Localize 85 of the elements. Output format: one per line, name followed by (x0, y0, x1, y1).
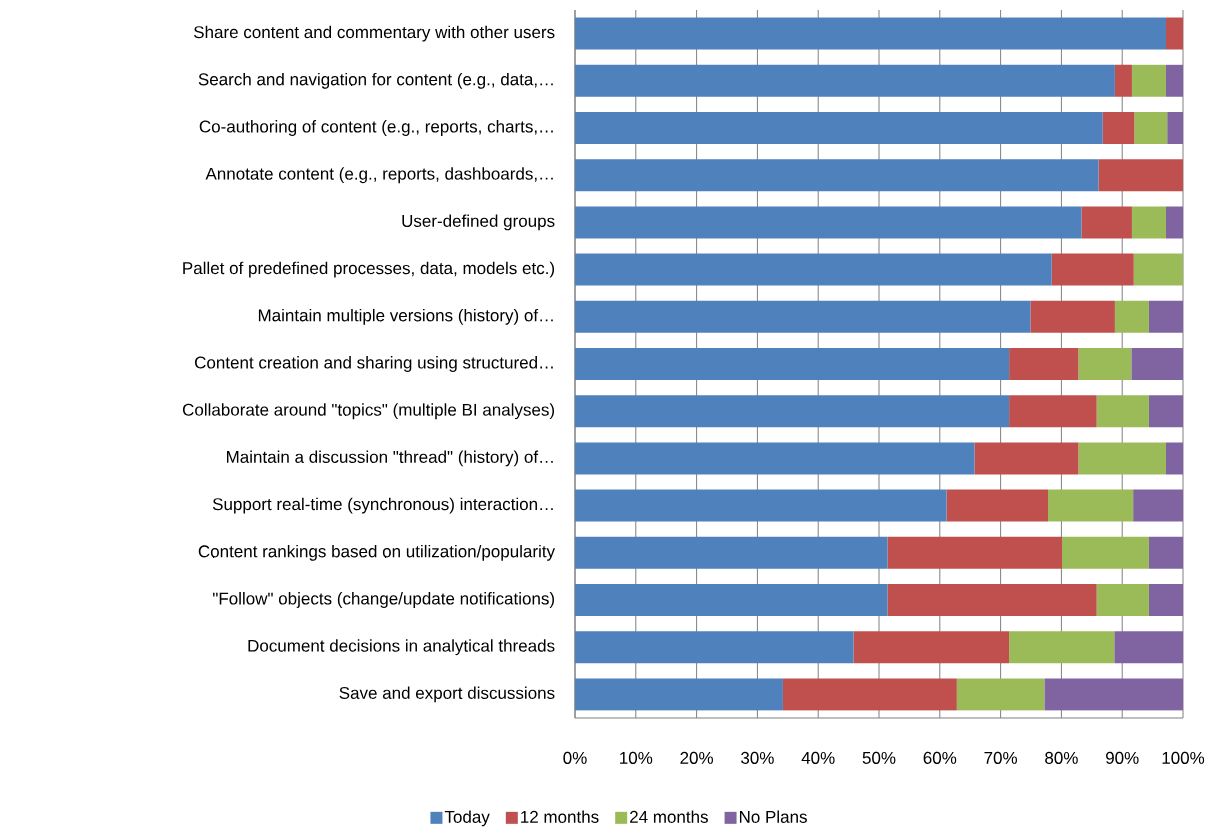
y-tick-label: Save and export discussions (339, 686, 555, 703)
bar (575, 584, 888, 617)
x-tick-label: 40% (801, 751, 835, 764)
bar (1030, 300, 1115, 333)
bar (1134, 112, 1168, 145)
bar (1114, 300, 1149, 333)
bar (575, 395, 1010, 428)
bar (1131, 206, 1166, 239)
bar (974, 442, 1079, 475)
y-tick-label: Pallet of predefined processes, data, models etc.) (183, 261, 555, 278)
y-tick-label: Search and navigation for content (e.g., data,… (198, 72, 553, 89)
bar (956, 678, 1045, 711)
y-tick-label: Content creation and sharing using structured… (195, 356, 553, 372)
bar (1102, 112, 1135, 145)
bar (1148, 536, 1184, 569)
legend-label: 24 months (630, 810, 708, 823)
bar (575, 112, 1103, 145)
bar (575, 678, 783, 711)
y-tick-label: User-defined groups (402, 214, 555, 231)
bar (1009, 348, 1079, 381)
bar (1078, 348, 1132, 381)
bar (1167, 112, 1184, 145)
x-tick-label: 30% (741, 751, 774, 764)
legend-label: 12 months (521, 810, 599, 823)
x-tick-label: 100% (1162, 751, 1205, 764)
bar (1078, 442, 1166, 475)
x-tick-label: 0% (563, 751, 587, 764)
bar (1131, 348, 1184, 381)
bar (575, 159, 1099, 192)
bar (1148, 395, 1184, 428)
bar (1165, 64, 1184, 97)
bar (575, 442, 975, 475)
bar (575, 206, 1082, 239)
y-tick-label: Share content and commentary with other users (194, 25, 555, 42)
bar (1165, 206, 1184, 239)
bar (1098, 159, 1184, 192)
bar (1131, 64, 1166, 97)
bar (575, 348, 1010, 381)
y-tick-label: Maintain multiple versions (history) of… (258, 308, 553, 325)
legend-label: No Plans (739, 810, 807, 823)
bar (1096, 584, 1149, 617)
bar (1114, 631, 1184, 664)
bar (1165, 17, 1184, 50)
bar (1062, 536, 1149, 569)
bar (1081, 206, 1132, 239)
bar (1048, 489, 1134, 522)
y-tick-label: "Follow" objects (change/update notifications) (213, 592, 555, 608)
bar (1133, 253, 1184, 286)
bar (575, 489, 947, 522)
bar (575, 253, 1052, 286)
bar (575, 17, 1166, 50)
y-tick-label: Document decisions in analytical threads (248, 639, 555, 656)
bar (1051, 253, 1134, 286)
y-tick-label: Co-authoring of content (e.g., reports, charts,… (199, 120, 553, 136)
bar (782, 678, 957, 711)
bar (887, 584, 1097, 617)
bar (1009, 631, 1115, 664)
bar (1133, 489, 1184, 522)
y-tick-label: Collaborate around "topics" (multiple BI analyses) (182, 403, 555, 420)
bar (1114, 64, 1132, 97)
bar (1009, 395, 1097, 428)
y-tick-label: Annotate content (e.g., reports, dashboards,… (205, 167, 553, 184)
bar (1148, 300, 1184, 333)
bar (1096, 395, 1149, 428)
bar (1148, 584, 1184, 617)
bar (575, 631, 854, 664)
bar (575, 300, 1031, 333)
y-tick-label: Support real-time (synchronous) interaction… (212, 497, 553, 514)
bar (575, 64, 1115, 97)
x-tick-label: 90% (1105, 751, 1139, 764)
bar (575, 536, 888, 569)
x-tick-label: 80% (1045, 751, 1078, 764)
bar (946, 489, 1049, 522)
legend-label: Today (444, 810, 490, 827)
x-tick-label: 70% (984, 751, 1017, 764)
bar (1165, 442, 1184, 475)
bar (853, 631, 1010, 664)
x-tick-label: 60% (923, 751, 957, 764)
bar (887, 536, 1063, 569)
x-tick-label: 20% (680, 751, 713, 764)
y-tick-label: Maintain a discussion "thread" (history) of… (226, 450, 553, 467)
y-tick-label: Content rankings based on utilization/popularity (198, 544, 556, 561)
x-tick-label: 50% (862, 751, 896, 764)
x-tick-label: 10% (620, 751, 653, 764)
bar (1044, 678, 1184, 711)
